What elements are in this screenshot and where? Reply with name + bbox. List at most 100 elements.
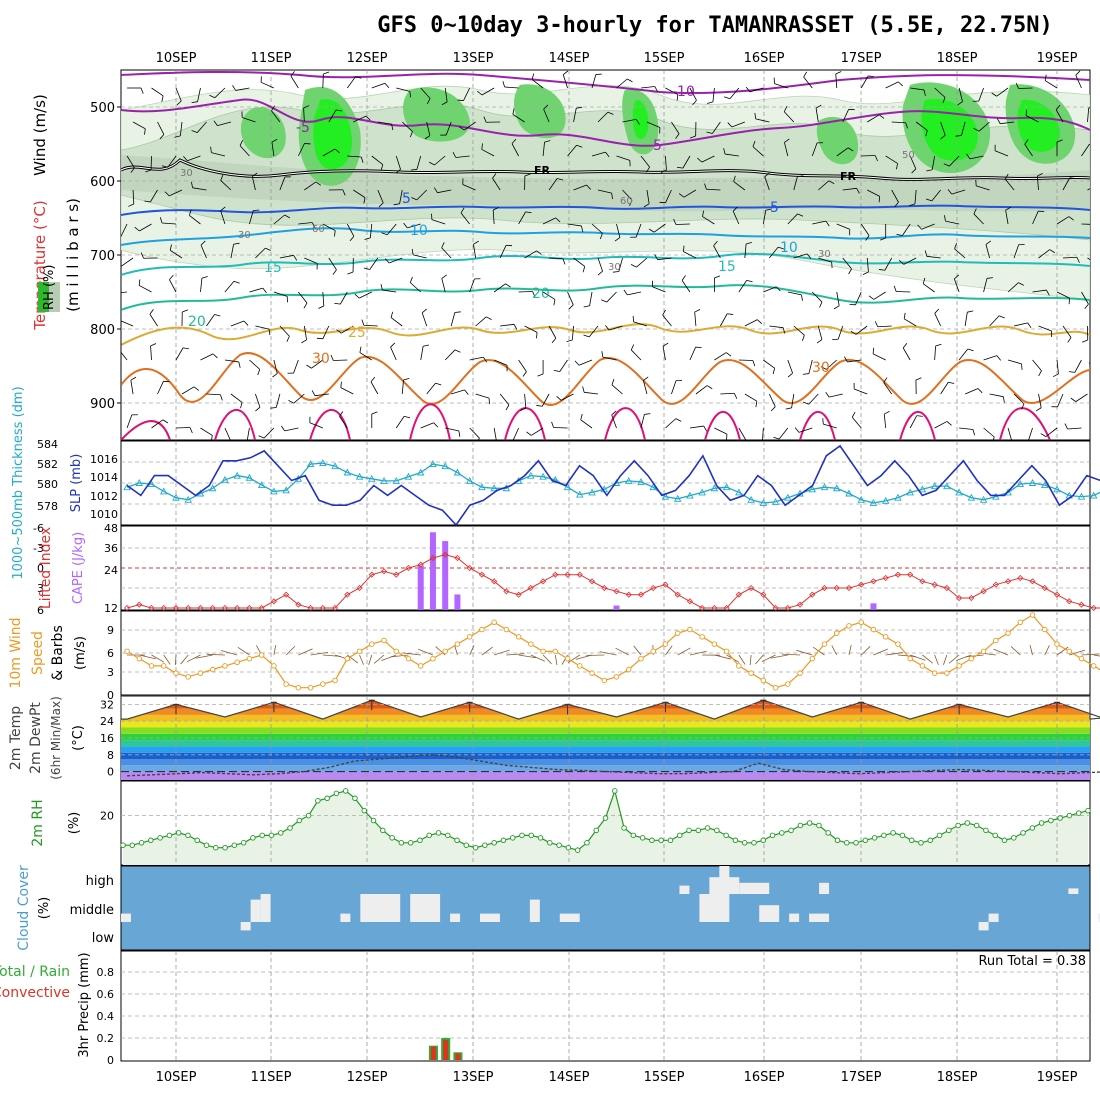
contour-label-10: 20	[532, 286, 550, 302]
slp-tick-label: 1012	[90, 490, 118, 503]
rh2m-marker	[557, 843, 562, 848]
pressure-level-label: 900	[90, 397, 115, 412]
cape-tick-label: 48	[104, 522, 118, 535]
rh2m-marker	[213, 845, 218, 850]
rh2m-marker	[687, 828, 692, 833]
wind10-marker	[834, 631, 839, 636]
contour-label-8: 15	[264, 260, 282, 276]
wind10-marker	[455, 642, 460, 647]
rh2m-marker	[854, 840, 859, 845]
rh2m-marker	[566, 845, 571, 850]
rh-label-3: 60	[312, 224, 325, 235]
rh2m-marker	[306, 813, 311, 818]
rh2m-marker	[297, 818, 302, 823]
label-wind: Wind (m/s)	[31, 94, 49, 176]
rh2m-marker	[1086, 808, 1091, 813]
rh2m-marker	[705, 826, 710, 831]
rh2m-marker	[418, 838, 423, 843]
rh2m-marker	[585, 840, 590, 845]
wind10-marker	[761, 678, 766, 683]
wind10-marker	[210, 667, 215, 672]
bottom-day-label: 12SEP	[347, 1070, 388, 1085]
cape-bar	[454, 594, 460, 610]
label-cloud-a: Cloud Cover	[16, 865, 32, 951]
rh2m-marker	[668, 838, 673, 843]
label-wind10-a: 10m Wind	[8, 617, 24, 688]
cloud-block	[530, 900, 540, 922]
wind-barb-flag	[596, 74, 602, 75]
label-precip-b: Convective	[0, 985, 70, 1001]
rh2m-marker	[965, 821, 970, 826]
cloud-tick-label: high	[86, 874, 114, 889]
rh2m-marker	[993, 833, 998, 838]
label-temp2m-d: (°C)	[71, 725, 86, 751]
wind10-marker	[394, 649, 399, 654]
rh2m-marker	[947, 828, 952, 833]
label-rh2m-b: (%)	[67, 812, 82, 835]
rh2m-marker	[984, 828, 989, 833]
wind10-marker	[467, 635, 472, 640]
wind10-marker	[688, 627, 693, 632]
rh2m-marker	[1058, 816, 1063, 821]
rh2m-marker	[353, 796, 358, 801]
rh2m-marker	[1021, 831, 1026, 836]
wind10-marker	[1006, 631, 1011, 636]
wind10-marker	[822, 642, 827, 647]
rh2m-marker	[139, 840, 144, 845]
rh2m-marker	[779, 831, 784, 836]
rh-label-7: 30	[818, 249, 831, 260]
cloud-block	[699, 894, 729, 922]
wind10-marker	[541, 649, 546, 654]
wind-barb-flag	[1022, 364, 1023, 370]
wind10-marker	[651, 649, 656, 654]
temp-color-band	[121, 728, 1090, 734]
rh2m-marker	[640, 836, 645, 841]
contour-label-9: 15	[718, 259, 736, 275]
contour-label-3: -5	[648, 138, 662, 154]
top-day-label: 19SEP	[1037, 51, 1078, 66]
rh2m-marker	[260, 833, 265, 838]
wind10-marker	[161, 664, 166, 669]
bottom-day-label: 10SEP	[156, 1070, 197, 1085]
cloud-block	[251, 900, 261, 922]
top-day-label: 12SEP	[347, 51, 388, 66]
rh2m-marker	[288, 826, 293, 831]
rh2m-marker	[232, 843, 237, 848]
contour-label-7: 10	[780, 240, 798, 256]
top-day-label: 17SEP	[841, 51, 882, 66]
cloud-block	[809, 914, 829, 922]
wind-barb-shaft	[1094, 421, 1100, 428]
rh2m-marker	[798, 823, 803, 828]
rh2m-marker	[343, 789, 348, 794]
wind10-marker	[308, 685, 313, 690]
rh2m-marker	[928, 838, 933, 843]
pressure-level-label: 500	[90, 101, 115, 116]
cloud-tick-label: middle	[70, 903, 114, 918]
wind10-tick-label: 3	[107, 666, 114, 679]
precip-panel: 0.80.60.40.20 Run Total = 0.38 Total / R…	[0, 951, 1090, 1067]
rh2m-marker	[742, 840, 747, 845]
wind10-marker	[186, 675, 191, 680]
contour-label-2: -5	[296, 120, 310, 136]
wind10-marker	[981, 649, 986, 654]
wind10-marker	[773, 685, 778, 690]
wind10-marker	[492, 620, 497, 625]
cloud-block	[261, 894, 271, 922]
temp-color-band	[121, 746, 1090, 752]
temp-color-band	[121, 759, 1090, 765]
precip-convective-bar	[443, 1040, 448, 1060]
slp-tick-label: 1016	[90, 453, 118, 466]
rh2m-marker	[622, 826, 627, 831]
rh2m-marker	[1002, 838, 1007, 843]
rh2m-marker	[464, 843, 469, 848]
rh2m-marker	[659, 838, 664, 843]
rh2m-marker	[520, 833, 525, 838]
cape-bar	[870, 603, 876, 610]
top-day-label: 14SEP	[549, 51, 590, 66]
rh2m-marker	[223, 845, 228, 850]
wind10-marker	[810, 656, 815, 661]
precip-tick-label: 0.2	[97, 1032, 115, 1045]
wind10-marker	[443, 649, 448, 654]
